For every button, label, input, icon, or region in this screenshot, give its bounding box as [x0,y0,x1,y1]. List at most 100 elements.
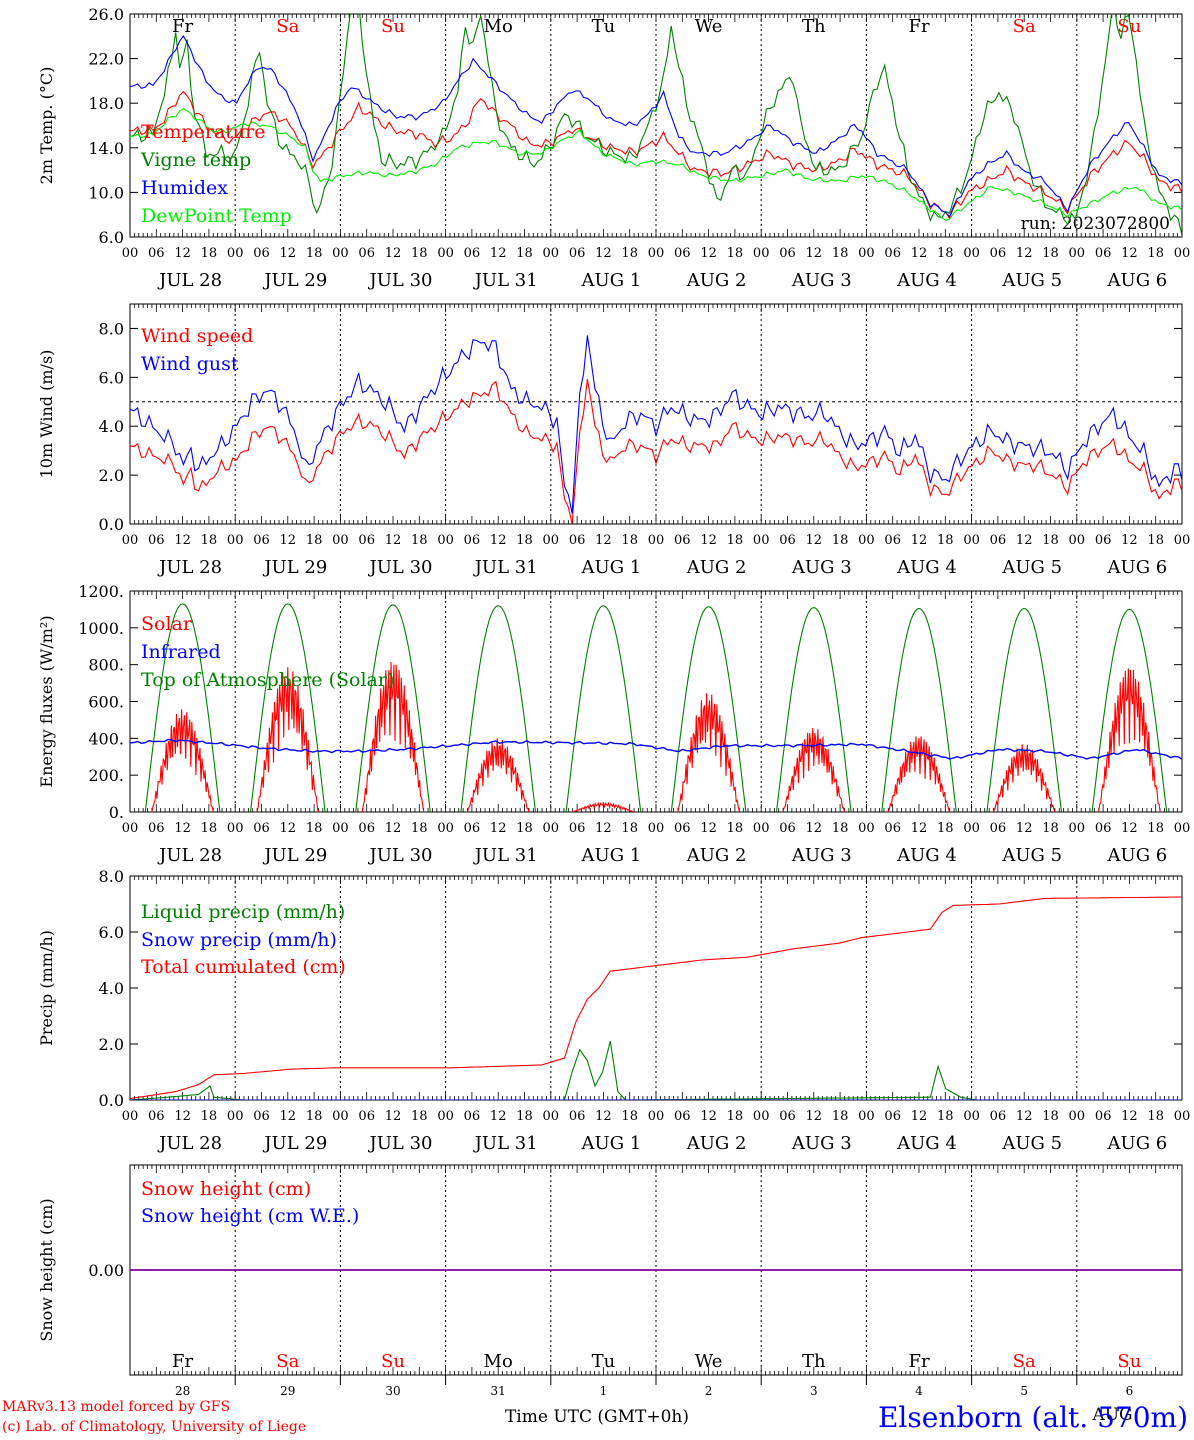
hour-label: 06 [884,1109,901,1124]
legend-entry: Snow precip (mm/h) [141,929,337,951]
hour-label: 18 [201,1109,218,1124]
hour-label: 18 [832,821,849,836]
date-label: AUG 4 [896,845,957,866]
panel-wind: 0.0 2.0 4.0 6.0 8.0 10m Wind (m/s) 00 06 12 18 JUL… [37,303,1191,578]
hour-label: 06 [358,246,375,261]
hour-label: 12 [174,246,191,261]
hour-label: 06 [464,1109,481,1124]
hour-label: 18 [937,821,954,836]
hour-label: 18 [1042,246,1059,261]
hour-label: 00 [437,246,454,261]
hour-label: 18 [306,533,323,548]
hour-label: 00 [437,821,454,836]
hour-label: 06 [990,533,1007,548]
date-label: AUG 3 [791,270,852,291]
solar-line [677,693,740,812]
legend-entry: Infrared [141,641,221,663]
hour-label: 18 [411,533,428,548]
hour-label: 12 [595,821,612,836]
hour-label: 06 [674,246,691,261]
hour-label: 00 [963,246,980,261]
solar-line [466,738,530,812]
series-group [130,896,1182,1100]
hour-label: 12 [174,1109,191,1124]
hour-label: 00 [963,533,980,548]
hour-label: 06 [569,246,586,261]
hour-label: 00 [1174,821,1191,836]
hour-label: 18 [1147,246,1164,261]
date-label: AUG 1 [581,557,642,578]
y-tick-label: 200. [88,766,124,785]
hour-label: 00 [1174,1109,1191,1124]
hour-label: 12 [806,821,823,836]
y-tick-label: 400. [88,729,124,748]
x-axis-title: Time UTC (GMT+0h) [504,1407,690,1427]
toa-solar-line [670,606,747,812]
weekday-label: Tu [592,1351,616,1372]
hour-label: 06 [358,821,375,836]
hour-label: 06 [1095,1109,1112,1124]
hour-label: 06 [569,533,586,548]
hour-label: 12 [911,821,928,836]
hour-label: 18 [621,246,638,261]
date-label: AUG 2 [686,270,747,291]
hour-label: 12 [1121,1109,1138,1124]
hour-label: 00 [648,246,665,261]
hour-label: 06 [1095,533,1112,548]
hour-label: 18 [411,1109,428,1124]
solar-line [887,736,951,812]
hour-label: 18 [937,533,954,548]
hour-label: 06 [569,821,586,836]
y-tick-label: 4.0 [99,979,124,998]
hour-label: 12 [700,246,717,261]
hour-label: 00 [1174,246,1191,261]
hour-label: 12 [1016,821,1033,836]
legend-entry: Top of Atmosphere (Solar) [141,669,394,691]
series-group [130,335,1182,524]
hour-label: 00 [332,821,349,836]
hour-label: 06 [674,533,691,548]
hour-label: 18 [516,821,533,836]
date-label: AUG 2 [686,845,747,866]
hour-label: 06 [148,1109,165,1124]
panel-temperature: 6.0 10.0 14.0 18.0 22.0 26.0 2m Temp. (°C) 00 06… [37,5,1191,291]
hour-label: 00 [1174,533,1191,548]
date-label: AUG 3 [791,557,852,578]
hour-label: 18 [306,1109,323,1124]
toa-solar-line [881,607,957,812]
day-number-label: 3 [810,1384,818,1398]
hour-label: 00 [437,1109,454,1124]
hour-label: 00 [753,533,770,548]
hour-label: 18 [411,246,428,261]
y-tick-label: 600. [88,693,124,712]
hour-label: 12 [700,821,717,836]
hour-label: 06 [148,821,165,836]
date-label: JUL 28 [157,1133,222,1154]
hour-label: 12 [806,1109,823,1124]
weekday-label: We [695,1351,723,1372]
weekday-label: Su [1117,16,1141,37]
date-label: AUG 2 [686,557,747,578]
y-tick-label: 6.0 [99,923,124,942]
weekday-label: Mo [484,16,513,37]
hour-label: 12 [1121,533,1138,548]
hour-label: 00 [648,821,665,836]
hour-label: 18 [1147,821,1164,836]
hour-label: 06 [464,821,481,836]
hour-label: 00 [858,1109,875,1124]
hour-label: 00 [227,821,244,836]
panel-snow: 0.00 Snow height (cm) Snow height (cm) Snow… [37,1164,1183,1425]
day-number-label: 4 [915,1384,923,1398]
series-group [130,603,1182,812]
hour-label: 18 [516,533,533,548]
date-label: JUL 31 [473,1133,538,1154]
date-label: JUL 30 [368,557,433,578]
hour-label: 00 [963,821,980,836]
run-annotation: run: 2023072800 [1021,214,1170,234]
hour-label: 06 [148,533,165,548]
date-label: AUG 1 [581,1133,642,1154]
day-number-label: 28 [175,1384,190,1398]
hour-label: 00 [648,533,665,548]
lab-credit: (c) Lab. of Climatology, University of L… [2,1419,307,1435]
hour-label: 00 [227,533,244,548]
